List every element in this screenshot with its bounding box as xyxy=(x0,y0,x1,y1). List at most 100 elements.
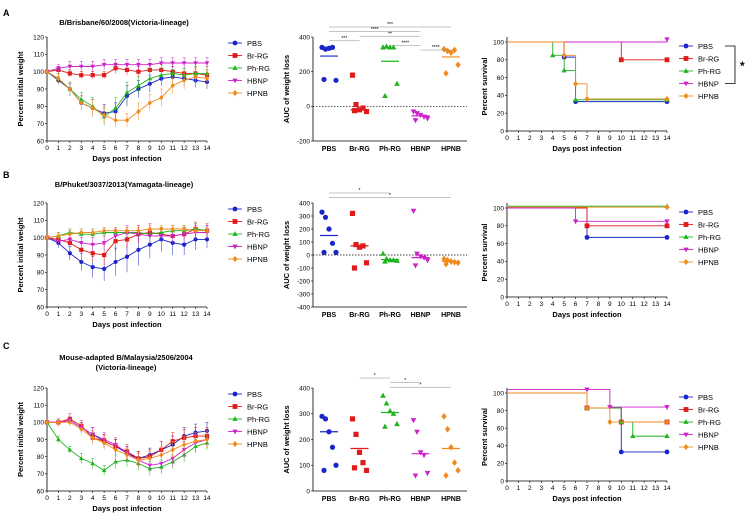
sig-label: * xyxy=(374,373,376,379)
data-point xyxy=(390,410,397,416)
survival-HBNP xyxy=(507,207,670,225)
data-point xyxy=(67,86,72,92)
data-point xyxy=(102,73,107,78)
data-point xyxy=(79,100,84,106)
x-tick-label: 13 xyxy=(652,485,660,492)
data-point xyxy=(79,229,84,236)
data-point xyxy=(90,229,95,236)
y-tick-label: 110 xyxy=(34,52,45,59)
data-point xyxy=(321,249,327,255)
chart-title: B/Brisbane/60/2008(Victoria-lineage) xyxy=(59,18,189,27)
x-tick-label: 12 xyxy=(181,311,189,318)
series-HBNP xyxy=(44,57,210,75)
data-point xyxy=(360,460,366,466)
data-point xyxy=(607,418,613,426)
data-point xyxy=(380,250,386,256)
sig-bracket xyxy=(725,45,736,84)
data-point xyxy=(136,69,141,74)
data-point xyxy=(664,95,670,103)
y-tick-label: 90 xyxy=(37,86,45,93)
data-point xyxy=(204,436,210,443)
x-tick-label: 1 xyxy=(57,311,61,318)
legend-marker xyxy=(232,89,238,97)
x-tick-label: 14 xyxy=(663,135,671,142)
y-tick-label: 70 xyxy=(37,471,45,478)
legend-marker xyxy=(232,416,238,421)
y-tick-label: 40 xyxy=(497,259,505,266)
data-point xyxy=(56,75,61,82)
x-tick-label: 5 xyxy=(562,301,566,308)
legend-label: HPNB xyxy=(698,258,719,267)
data-point xyxy=(390,44,397,50)
data-point xyxy=(412,118,419,124)
data-point xyxy=(147,234,153,239)
x-tick-label: Ph-RG xyxy=(379,496,401,503)
y-tick-label: 60 xyxy=(37,138,45,145)
y-tick-label: 100 xyxy=(493,390,504,397)
data-point xyxy=(124,63,130,68)
x-tick-label: PBS xyxy=(322,312,337,319)
data-point xyxy=(664,57,670,63)
y-axis-label: Percent survival xyxy=(480,224,489,282)
y-tick-label: 200 xyxy=(299,226,310,233)
data-point xyxy=(443,70,449,77)
data-point xyxy=(444,425,451,433)
x-tick-label: 8 xyxy=(597,135,601,142)
data-point xyxy=(101,467,107,473)
legend-marker xyxy=(683,258,689,266)
x-tick-label: 2 xyxy=(528,485,532,492)
chart-title: B/Phuket/3037/2013(Yamagata-lineage) xyxy=(55,180,194,189)
x-tick-label: 7 xyxy=(125,495,129,502)
x-tick-label: 4 xyxy=(551,485,555,492)
y-tick-label: 80 xyxy=(37,454,45,461)
legend-marker xyxy=(232,78,238,84)
legend-label: Ph-RG xyxy=(698,67,721,76)
x-tick-label: 10 xyxy=(158,145,166,152)
data-point xyxy=(561,67,567,73)
x-tick-label: 2 xyxy=(528,301,532,308)
x-tick-label: 11 xyxy=(629,135,636,142)
x-tick-label: HPNB xyxy=(441,496,461,503)
data-point xyxy=(455,61,461,69)
legend-label: HBNP xyxy=(247,76,268,85)
x-tick-label: 14 xyxy=(203,311,211,318)
y-tick-label: -100 xyxy=(297,265,310,272)
legend-label: HBNP xyxy=(698,79,719,88)
x-tick-label: HPNB xyxy=(441,146,461,153)
data-point xyxy=(67,71,72,76)
data-point xyxy=(170,234,176,239)
data-point xyxy=(124,452,130,458)
data-point xyxy=(124,89,130,95)
y-tick-label: 200 xyxy=(299,69,310,76)
y-tick-label: 70 xyxy=(37,121,45,128)
x-tick-label: 12 xyxy=(181,145,189,152)
data-point xyxy=(550,52,556,58)
panel-letter: B xyxy=(3,170,10,180)
x-tick-label: 0 xyxy=(505,135,509,142)
x-tick-label: 8 xyxy=(137,145,141,152)
y-tick-label: 90 xyxy=(37,437,45,444)
chart-title: Mouse-adapted B/Malaysia/2506/2004 xyxy=(59,353,193,362)
y-axis-label: Percent initial weight xyxy=(16,217,25,293)
survival-line xyxy=(507,207,667,222)
data-point xyxy=(448,443,454,451)
x-tick-label: 7 xyxy=(125,311,129,318)
data-point xyxy=(321,76,327,83)
data-point xyxy=(102,440,107,446)
legend-label: Br-RG xyxy=(698,54,719,63)
x-tick-label: 0 xyxy=(45,495,49,502)
y-tick-label: 80 xyxy=(497,57,505,64)
x-tick-label: 13 xyxy=(192,495,200,502)
legend-marker xyxy=(232,219,238,224)
data-point xyxy=(664,433,670,439)
data-point xyxy=(664,449,670,455)
x-tick-label: Ph-RG xyxy=(379,312,401,319)
data-point xyxy=(322,214,329,220)
data-point xyxy=(101,63,107,68)
data-point xyxy=(147,455,152,462)
y-tick-label: 200 xyxy=(299,437,310,444)
data-point xyxy=(329,444,336,450)
